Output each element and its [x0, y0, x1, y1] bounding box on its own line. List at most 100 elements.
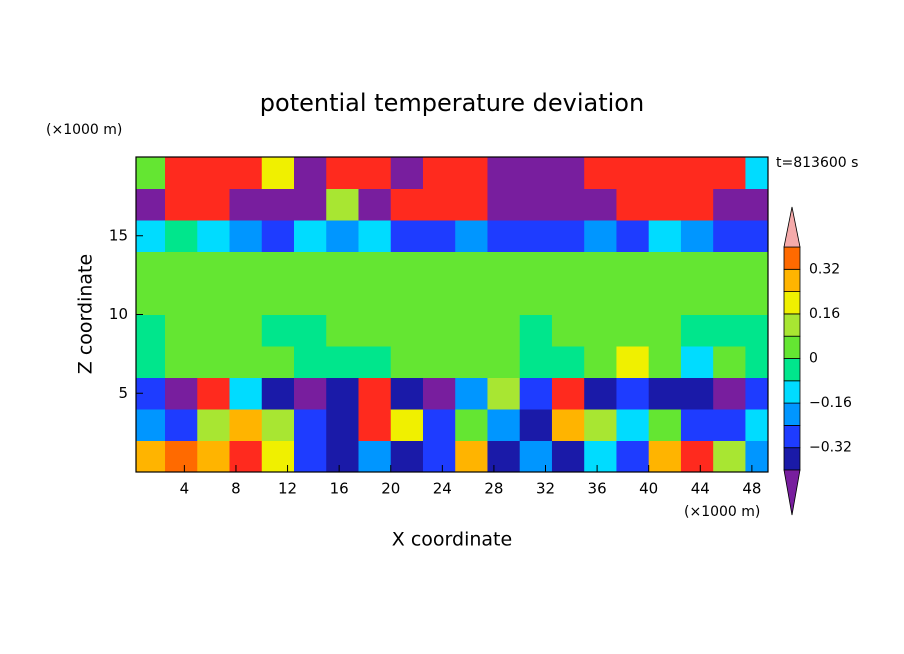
field-cell	[422, 157, 456, 189]
field-cell	[197, 220, 231, 252]
colorbar-box	[783, 402, 801, 426]
field-cell	[745, 409, 768, 441]
field-cell	[680, 283, 714, 315]
field-cell	[680, 220, 714, 252]
field-cell	[584, 188, 617, 221]
field-cell	[616, 251, 650, 284]
field-cell	[455, 220, 488, 252]
field-cell	[713, 188, 746, 221]
field-cell	[616, 409, 650, 441]
colorbar-under	[783, 469, 801, 516]
field-cell	[616, 188, 650, 221]
field-cell	[487, 188, 521, 221]
field-cell	[358, 346, 392, 378]
field-cell	[648, 220, 682, 252]
x-tick-label: 32	[536, 480, 555, 498]
x-unit: (×1000 m)	[684, 504, 760, 520]
field-cell	[358, 283, 392, 315]
field-cell	[358, 220, 392, 252]
field-cell	[551, 188, 585, 221]
field-cell	[584, 346, 617, 378]
field-cell	[455, 409, 488, 441]
colorbar-box	[783, 358, 801, 382]
field-cell	[648, 377, 682, 410]
field-cell	[358, 188, 392, 221]
field-cell	[390, 251, 424, 284]
field-cell	[584, 283, 617, 315]
field-cell	[326, 440, 359, 472]
field-cell	[648, 346, 682, 378]
field-cell	[422, 251, 456, 284]
field-cell	[261, 220, 295, 252]
field-cell	[165, 188, 198, 221]
field-cell	[294, 251, 327, 284]
field-cell	[390, 377, 424, 410]
field-cell	[487, 346, 521, 378]
field-cell	[136, 251, 166, 284]
field-cell	[745, 440, 768, 472]
field-cell	[229, 157, 263, 189]
field-cell	[519, 440, 553, 472]
field-cell	[358, 409, 392, 441]
axes: 4 8 12 16 20 24 28 32 36 40 44 4851015−0.32−0.1600.…	[109, 156, 852, 516]
field-cell	[136, 314, 166, 347]
field-cell	[616, 157, 650, 189]
field-cell	[648, 251, 682, 284]
field-cell	[487, 220, 521, 252]
colorbar-tick-label: −0.32	[809, 440, 852, 456]
field-cell	[584, 409, 617, 441]
y-tick-label: 10	[109, 305, 128, 323]
field-cell	[455, 440, 488, 472]
field-cell	[390, 220, 424, 252]
field-cell	[261, 377, 295, 410]
x-axis-label: X coordinate	[392, 529, 512, 551]
colorbar-box	[783, 447, 801, 471]
field-cell	[358, 157, 392, 189]
colorbar-over	[783, 206, 801, 248]
field-cell	[294, 220, 327, 252]
field-cell	[136, 283, 166, 315]
field-cell	[294, 377, 327, 410]
field-cell	[680, 377, 714, 410]
field-cell	[422, 220, 456, 252]
field-cell	[584, 220, 617, 252]
colorbar-box	[783, 246, 801, 270]
field-cell	[294, 188, 327, 221]
x-tick-label: 44	[691, 480, 710, 498]
colorbar-tick-label: 0.16	[809, 306, 840, 322]
colorbar-box	[783, 424, 801, 449]
field-cell	[745, 251, 768, 284]
field-cell	[165, 251, 198, 284]
field-cell	[390, 409, 424, 441]
field-cell	[136, 346, 166, 378]
field-cell	[358, 377, 392, 410]
field-cell	[136, 157, 166, 189]
field-cell	[519, 346, 553, 378]
field-cell	[551, 440, 585, 472]
field-cell	[326, 157, 359, 189]
field-cell	[680, 157, 714, 189]
field-cell	[680, 440, 714, 472]
field-cell	[326, 377, 359, 410]
field-cell	[165, 157, 198, 189]
field-cell	[326, 220, 359, 252]
field-cell	[680, 188, 714, 221]
colorbar-box	[783, 291, 801, 315]
field-cell	[390, 440, 424, 472]
field-cell	[745, 188, 768, 221]
field-cell	[294, 314, 327, 347]
field-cell	[584, 377, 617, 410]
x-tick-label: 12	[278, 480, 297, 498]
field-cell	[261, 346, 295, 378]
field-cell	[326, 314, 359, 347]
field-cell	[390, 314, 424, 347]
field-cell	[294, 409, 327, 441]
field-cell	[745, 346, 768, 378]
field-cell	[326, 346, 359, 378]
field-cell	[487, 314, 521, 347]
colorbar-tick-label: 0	[809, 351, 818, 367]
field-cell	[422, 409, 456, 441]
field-cell	[616, 314, 650, 347]
field-cell	[261, 283, 295, 315]
